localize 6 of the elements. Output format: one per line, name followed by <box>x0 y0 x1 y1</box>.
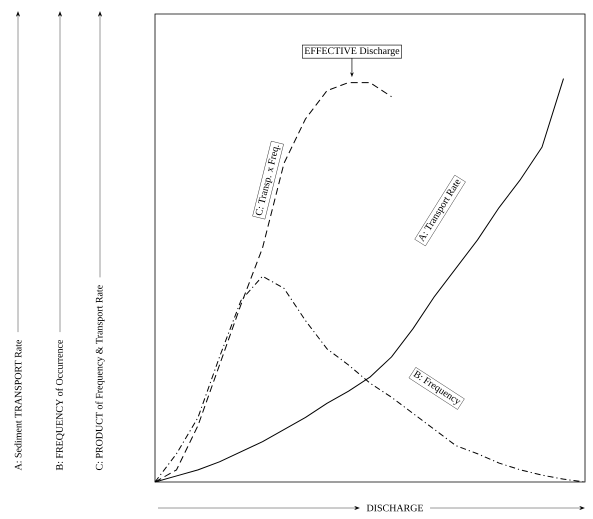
text: C: PRODUCT of Frequency & Transport Rate <box>95 285 105 470</box>
x-axis-title: DISCHARGE <box>366 504 424 512</box>
text: A: Sediment TRANSPORT Rate <box>14 340 22 470</box>
text: C: Transp. x Freq. <box>256 146 281 216</box>
text: B: FREQUENCY of Occurrence <box>56 340 64 470</box>
text: EFFECTIVE Discharge <box>304 47 400 56</box>
